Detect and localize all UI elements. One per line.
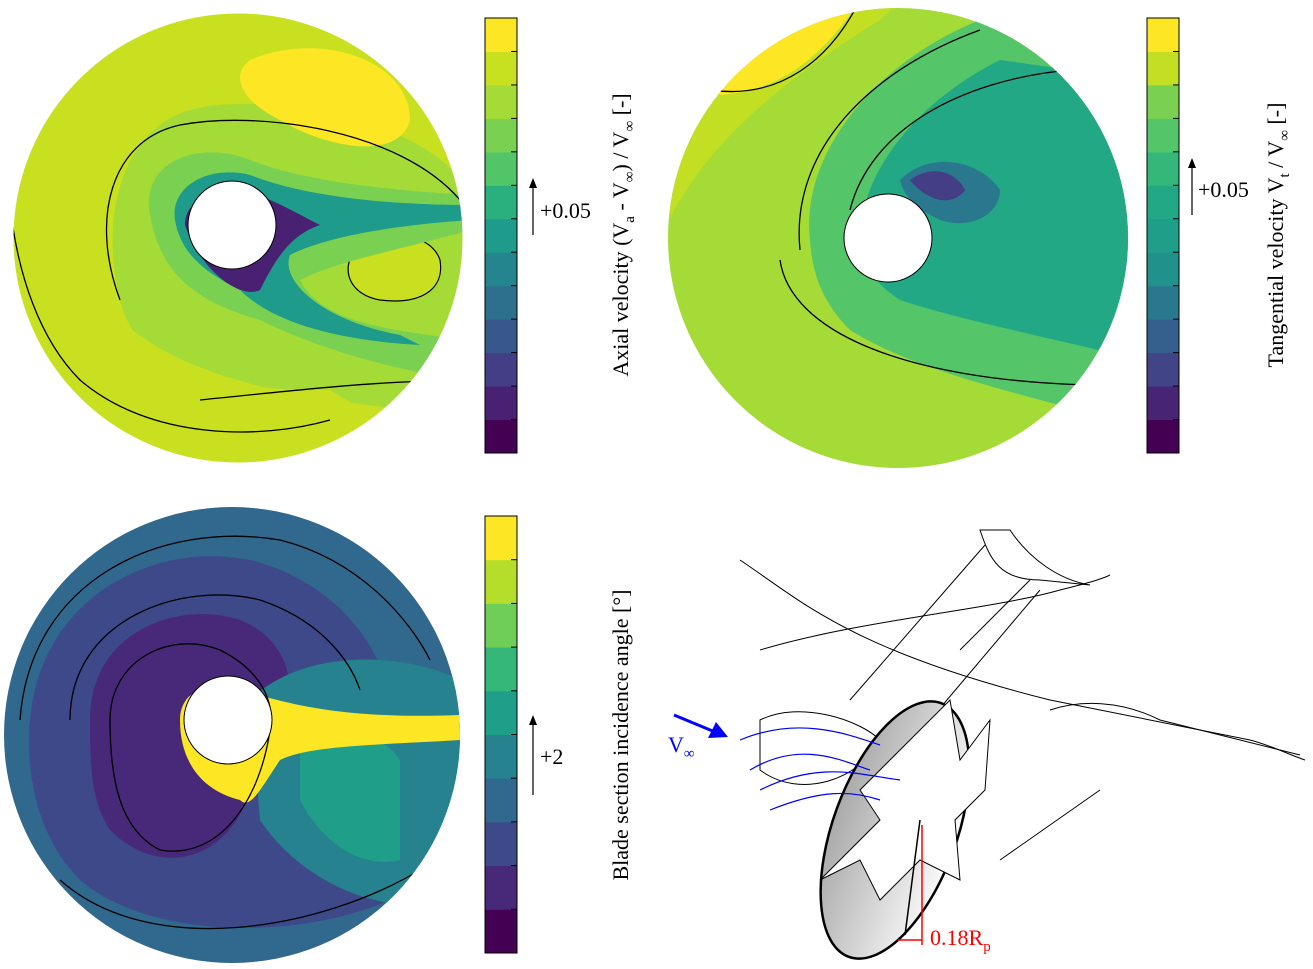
increment-arrowhead bbox=[529, 715, 537, 725]
subscript: ∞ bbox=[684, 746, 695, 762]
colorbar-band bbox=[485, 821, 517, 867]
text: ) / V bbox=[608, 131, 633, 171]
subscript: t bbox=[1277, 173, 1293, 178]
flow-lines bbox=[739, 727, 901, 811]
text: 0.18R bbox=[930, 925, 984, 950]
text: Tangential velocity V bbox=[1263, 177, 1288, 367]
colorbar-frame bbox=[484, 515, 518, 954]
text: - V bbox=[608, 182, 633, 216]
colorbar-label: Tangential velocity Vt​ / V∞​ [-] bbox=[1263, 103, 1293, 368]
colorbar-band bbox=[485, 647, 517, 692]
increment-label: +0.05 bbox=[1198, 177, 1249, 202]
colorbar-band bbox=[485, 151, 517, 186]
text: V bbox=[668, 732, 684, 757]
colorbar-band bbox=[485, 84, 517, 119]
colorbar-band bbox=[485, 285, 517, 320]
colorbar-band bbox=[1147, 185, 1179, 220]
colorbar-band bbox=[485, 734, 517, 779]
colorbar-band bbox=[1147, 18, 1179, 52]
freestream-arrow bbox=[673, 713, 716, 734]
hub bbox=[187, 180, 277, 270]
colorbar-band bbox=[485, 185, 517, 220]
subscript: ∞ bbox=[1277, 130, 1293, 141]
colorbar-band bbox=[1147, 285, 1179, 320]
text: / V bbox=[1263, 141, 1288, 174]
colorbar-band bbox=[485, 118, 517, 153]
colorbar-band bbox=[485, 218, 517, 253]
increment-label: +2 bbox=[540, 744, 563, 769]
colorbar-band bbox=[1147, 352, 1179, 387]
subscript: ∞ bbox=[622, 171, 638, 182]
subscript: p bbox=[983, 939, 991, 955]
increment-arrowhead bbox=[529, 178, 537, 188]
panel-outline bbox=[12, 12, 464, 464]
colorbar-band bbox=[485, 559, 517, 604]
colorbar-band bbox=[485, 18, 517, 52]
hub bbox=[183, 675, 273, 765]
colorbar-band bbox=[485, 516, 517, 561]
colorbar-band bbox=[1147, 386, 1179, 421]
text: Axial velocity (V bbox=[608, 223, 633, 377]
colorbar-frame bbox=[484, 17, 518, 454]
subscript: ∞ bbox=[622, 121, 638, 132]
colorbar-band bbox=[1147, 252, 1179, 287]
colorbar-band bbox=[485, 51, 517, 86]
colorbar-band bbox=[485, 252, 517, 287]
colorbar-band bbox=[1147, 84, 1179, 119]
freestream-label: V∞​ bbox=[668, 732, 695, 762]
colorbar-band bbox=[485, 865, 517, 910]
colorbar-band bbox=[485, 419, 517, 454]
colorbar-band bbox=[485, 603, 517, 648]
increment-arrowhead bbox=[1188, 158, 1196, 168]
text: [-] bbox=[1263, 103, 1288, 130]
increment-label: +0.05 bbox=[540, 198, 591, 223]
propeller-diagram bbox=[739, 529, 1306, 960]
offset-marker bbox=[898, 825, 923, 945]
colorbar-band bbox=[1147, 118, 1179, 153]
freestream-arrowhead bbox=[708, 722, 728, 738]
subscript: a bbox=[622, 216, 638, 223]
colorbar-band bbox=[1147, 51, 1179, 86]
colorbar-band bbox=[485, 352, 517, 387]
colorbar-band bbox=[1147, 419, 1179, 454]
text: Blade section incidence angle [°] bbox=[608, 589, 633, 880]
colorbar-band bbox=[1147, 151, 1179, 186]
text: [-] bbox=[608, 93, 633, 120]
colorbar-band bbox=[1147, 319, 1179, 354]
colorbar-band bbox=[485, 778, 517, 823]
hub bbox=[843, 193, 933, 283]
colorbar-band bbox=[485, 319, 517, 354]
colorbar-label: Axial velocity (Va​ - V∞​) / V∞​ [-] bbox=[608, 93, 638, 376]
offset-label: 0.18Rp​ bbox=[930, 925, 991, 955]
colorbar-band bbox=[485, 690, 517, 735]
colorbar-band bbox=[485, 386, 517, 421]
colorbar-frame bbox=[1146, 17, 1180, 454]
colorbar-label: Blade section incidence angle [°] bbox=[608, 589, 633, 880]
colorbar-band bbox=[485, 909, 517, 954]
colorbar-band bbox=[1147, 218, 1179, 253]
